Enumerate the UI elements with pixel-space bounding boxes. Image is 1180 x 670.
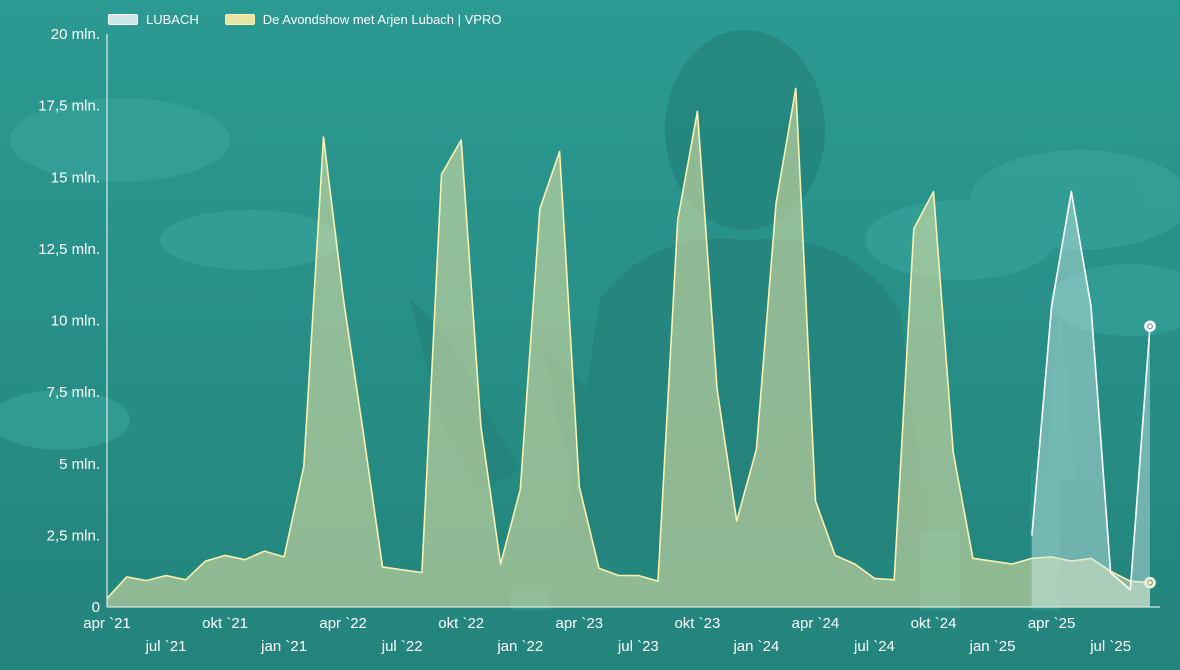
series-end-marker-ring-avondshow: [1147, 579, 1153, 586]
x-axis: apr `21 jul `21 okt `21 jan `21 apr `22 jul `…: [83, 615, 1131, 655]
x-tick-label-1: jul `21: [145, 638, 187, 655]
y-tick-label-0: 0: [92, 599, 100, 616]
x-tick-label-5: jul `22: [381, 638, 423, 655]
x-tick-label-10: okt `23: [674, 615, 720, 632]
y-tick-label-2: 5 mln.: [59, 456, 100, 473]
x-tick-label-15: jan `25: [969, 638, 1016, 655]
series-layer: [106, 87, 1156, 607]
series-line-lubach[interactable]: [1031, 190, 1151, 591]
x-tick-label-13: jul `24: [853, 638, 895, 655]
series-area-lubach: [1031, 191, 1150, 607]
x-tick-label-0: apr `21: [83, 615, 131, 632]
y-tick-label-7: 17,5 mln.: [38, 98, 100, 115]
series-end-marker-lubach[interactable]: [1144, 320, 1156, 332]
series-line-avondshow[interactable]: [106, 87, 1151, 599]
x-tick-label-17: jul `25: [1089, 638, 1131, 655]
legend-label-avondshow: De Avondshow met Arjen Lubach | VPRO: [262, 12, 502, 27]
y-tick-label-1: 2,5 mln.: [47, 527, 100, 544]
x-tick-label-4: apr `22: [319, 615, 367, 632]
legend-swatch-lubach: [108, 14, 138, 25]
legend-label-lubach: LUBACH: [146, 12, 199, 27]
y-axis: 0 2,5 mln. 5 mln. 7,5 mln. 10 mln. 12,5 mln. 1…: [38, 26, 1160, 616]
y-tick-label-6: 15 mln.: [51, 169, 100, 186]
x-tick-label-16: apr `25: [1028, 615, 1076, 632]
x-tick-label-6: okt `22: [438, 615, 484, 632]
series-end-marker-ring-lubach: [1147, 323, 1153, 330]
x-tick-label-11: jan `24: [732, 638, 779, 655]
x-tick-label-9: jul `23: [617, 638, 659, 655]
x-tick-label-3: jan `21: [260, 638, 307, 655]
x-tick-label-2: okt `21: [202, 615, 248, 632]
series-end-marker-avondshow[interactable]: [1144, 576, 1156, 589]
x-tick-label-8: apr `23: [556, 615, 604, 632]
legend-item-lubach[interactable]: LUBACH: [108, 12, 199, 27]
y-tick-label-4: 10 mln.: [51, 313, 100, 330]
x-tick-label-14: okt `24: [911, 615, 957, 632]
x-tick-label-12: apr `24: [792, 615, 840, 632]
x-tick-label-7: jan `22: [496, 638, 543, 655]
y-tick-label-8: 20 mln.: [51, 26, 100, 43]
legend-item-avondshow[interactable]: De Avondshow met Arjen Lubach | VPRO: [224, 12, 502, 27]
legend-swatch-avondshow: [224, 14, 255, 25]
series-area-avondshow: [107, 88, 1150, 607]
y-tick-label-3: 7,5 mln.: [47, 384, 100, 401]
legend: LUBACH De Avondshow met Arjen Lubach | V…: [108, 12, 501, 27]
y-tick-label-5: 12,5 mln.: [38, 241, 100, 258]
